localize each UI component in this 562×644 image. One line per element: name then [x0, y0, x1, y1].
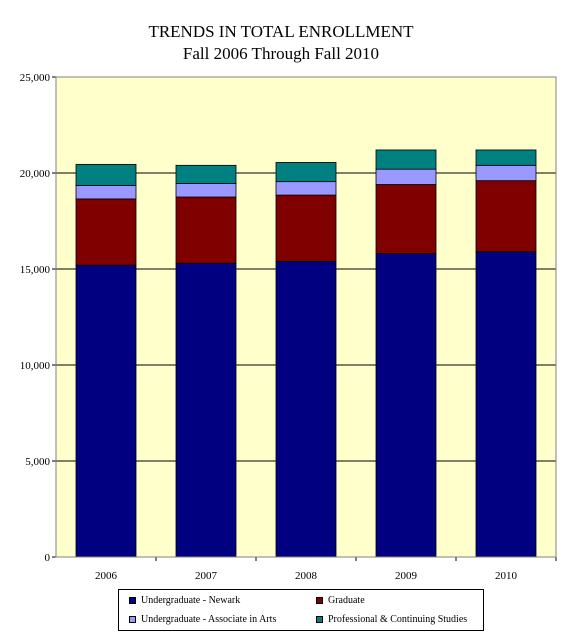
- bar-segment: [175, 183, 237, 198]
- y-tick-label: 20,000: [20, 168, 51, 180]
- bar-segment: [75, 163, 137, 186]
- bar-segment: [375, 184, 437, 255]
- bar-segment: [475, 180, 537, 253]
- x-axis-labels: 2006 2007 2008 2009 2010: [95, 557, 557, 582]
- bar-segment: [375, 253, 437, 558]
- y-tick-label: 25,000: [20, 72, 51, 84]
- chart-subtitle: Fall 2006 Through Fall 2010: [182, 44, 380, 63]
- y-tick-label: 10,000: [20, 360, 51, 372]
- bar-segment: [175, 196, 237, 264]
- bar-segment: [75, 264, 137, 558]
- bar-segment: [375, 168, 437, 185]
- bar-segment: [175, 164, 237, 184]
- legend-swatch: [316, 616, 323, 623]
- legend-swatch: [316, 597, 323, 604]
- bars: [75, 149, 537, 558]
- bar-segment: [75, 185, 137, 200]
- x-tick-label: 2007: [195, 570, 218, 582]
- y-axis-ticks: 0 5,000 10,000 15,000 20,000 25,000: [20, 72, 56, 564]
- legend-swatch: [129, 597, 136, 604]
- x-tick-label: 2010: [495, 570, 518, 582]
- bar-segment: [275, 162, 337, 183]
- bar-segment: [275, 260, 337, 558]
- bar-segment: [275, 181, 337, 196]
- legend-swatch: [129, 616, 136, 623]
- bar-segment: [475, 164, 537, 182]
- bar-segment: [475, 251, 537, 558]
- legend-label: Undergraduate - Associate in Arts: [141, 614, 277, 625]
- x-tick-label: 2009: [395, 570, 418, 582]
- y-tick-label: 5,000: [25, 456, 50, 468]
- bar-segment: [275, 194, 337, 262]
- bar-segment: [75, 198, 137, 266]
- legend-label: Graduate: [328, 595, 365, 606]
- plot-border: [55, 76, 557, 558]
- bar-segment: [175, 262, 237, 558]
- x-tick-label: 2006: [95, 570, 118, 582]
- legend-label: Undergraduate - Newark: [141, 595, 241, 606]
- y-tick-label: 15,000: [20, 264, 51, 276]
- y-tick-label: 0: [45, 552, 51, 564]
- bar-segment: [475, 149, 537, 166]
- legend-label: Professional & Continuing Studies: [328, 614, 468, 625]
- x-tick-label: 2008: [295, 570, 318, 582]
- bar-segment: [375, 149, 437, 170]
- chart-legend: Undergraduate - Newark Graduate Undergra…: [118, 589, 484, 631]
- chart-title: TRENDS IN TOTAL ENROLLMENT: [148, 22, 414, 41]
